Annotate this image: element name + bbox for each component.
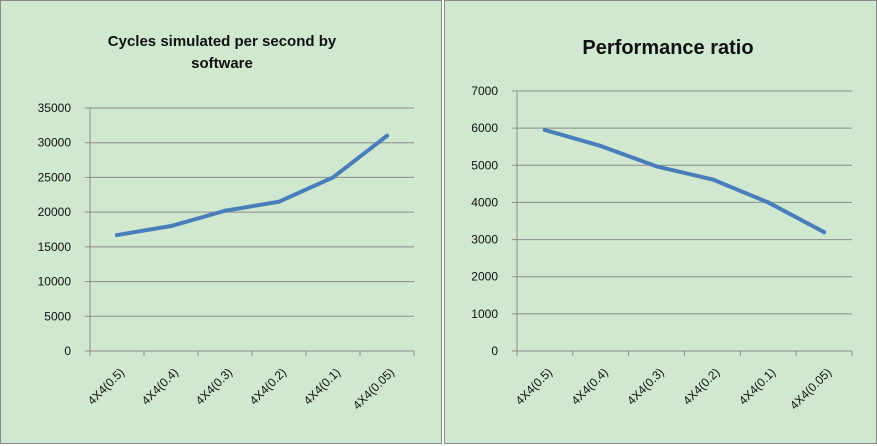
y-tick-label: 35000 xyxy=(38,101,72,115)
series-line xyxy=(115,133,389,238)
y-tick-label: 15000 xyxy=(38,240,72,254)
x-tick-label: 4X4(0.05) xyxy=(350,365,397,412)
x-tick-label: 4X4(0.5) xyxy=(513,365,555,407)
y-tick-label: 5000 xyxy=(44,309,71,323)
y-tick-label: 20000 xyxy=(38,205,72,219)
data-point xyxy=(115,233,119,238)
y-tick-label: 25000 xyxy=(38,170,72,184)
x-tick-label: 4X4(0.4) xyxy=(139,365,181,407)
chart-title-line: Cycles simulated per second by xyxy=(108,33,337,50)
y-tick-label: 6000 xyxy=(471,121,498,135)
performance-ratio-chart: Performance ratio 0 1000 2000 3000 4000 5000 60… xyxy=(471,37,853,412)
y-tick-label: 0 xyxy=(491,344,498,358)
data-point xyxy=(331,175,335,180)
cycles-chart: Cycles simulated per second by software 0 5… xyxy=(38,33,415,412)
data-point xyxy=(169,224,173,229)
x-tick-label: 4X4(0.3) xyxy=(624,365,666,407)
data-point xyxy=(385,133,389,138)
x-tick-label: 4X4(0.05) xyxy=(787,365,834,412)
y-tick-label: 4000 xyxy=(471,195,498,209)
x-tick-label: 4X4(0.2) xyxy=(680,365,722,407)
x-tick-label: 4X4(0.5) xyxy=(85,365,127,407)
series-line xyxy=(542,128,827,235)
y-tick-label: 3000 xyxy=(471,233,498,247)
y-tick-label: 1000 xyxy=(471,307,498,321)
y-tick-label: 5000 xyxy=(471,158,498,172)
chart-title-line: Performance ratio xyxy=(582,37,753,59)
y-tick-label: 2000 xyxy=(471,270,498,284)
data-point xyxy=(822,230,827,235)
data-point xyxy=(542,128,547,132)
chart-panel-ratio: Performance ratio 0 1000 2000 3000 4000 5000 60… xyxy=(444,0,877,444)
x-tick-label: 4X4(0.4) xyxy=(568,365,610,407)
chart-title-line: software xyxy=(191,55,253,72)
y-tick-label: 30000 xyxy=(38,136,72,150)
x-tick-label: 4X4(0.1) xyxy=(301,365,343,407)
data-point xyxy=(223,208,227,213)
data-point xyxy=(766,200,771,205)
x-tick-label: 4X4(0.1) xyxy=(736,365,778,407)
data-point xyxy=(598,143,603,148)
data-point xyxy=(710,177,715,182)
data-point xyxy=(654,164,659,169)
data-point xyxy=(277,199,281,204)
y-tick-label: 7000 xyxy=(471,84,498,98)
y-tick-label: 0 xyxy=(64,344,71,358)
x-tick-label: 4X4(0.2) xyxy=(247,365,289,407)
chart-panel-cycles: Cycles simulated per second by software 0 5… xyxy=(0,0,442,444)
y-tick-label: 10000 xyxy=(38,275,72,289)
x-tick-label: 4X4(0.3) xyxy=(193,365,235,407)
